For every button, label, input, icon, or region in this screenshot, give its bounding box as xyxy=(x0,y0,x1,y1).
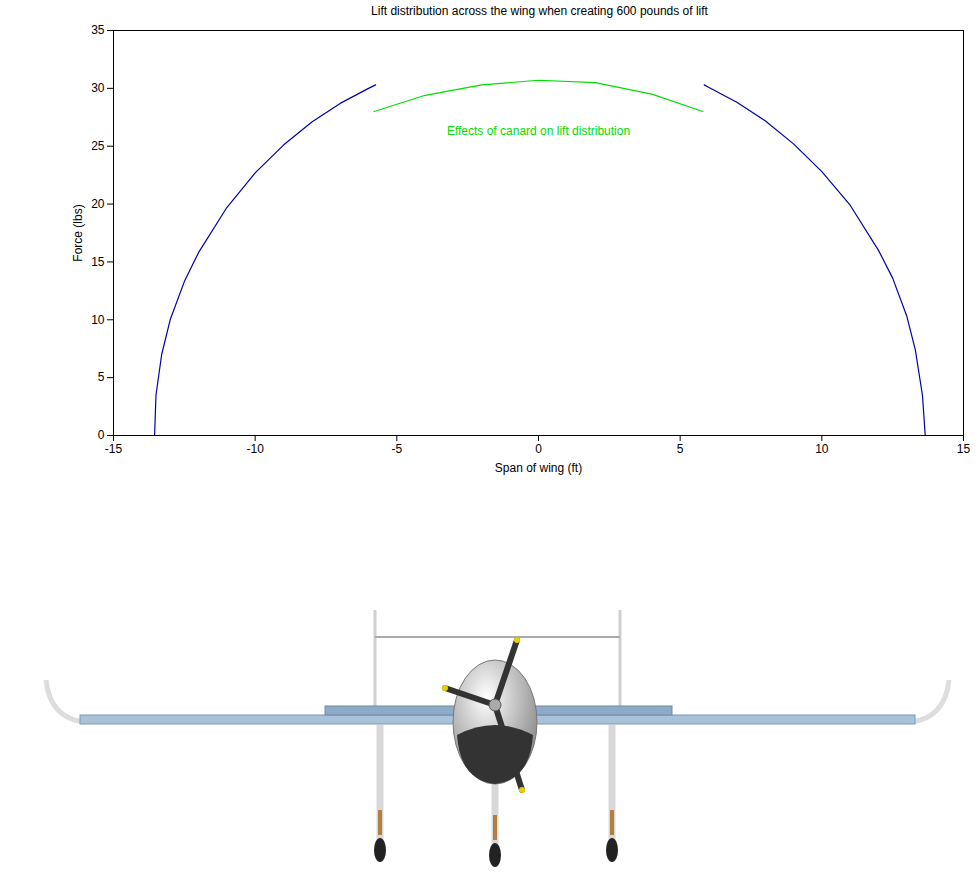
svg-text:-5: -5 xyxy=(391,442,402,456)
svg-text:Span of wing (ft): Span of wing (ft) xyxy=(495,461,582,475)
svg-text:20: 20 xyxy=(91,197,105,211)
svg-text:10: 10 xyxy=(815,442,829,456)
svg-text:0: 0 xyxy=(535,442,542,456)
svg-text:10: 10 xyxy=(91,313,105,327)
svg-text:25: 25 xyxy=(91,139,105,153)
svg-text:35: 35 xyxy=(91,23,105,37)
svg-text:5: 5 xyxy=(677,442,684,456)
svg-text:Effects of canard on lift dist: Effects of canard on lift distribution xyxy=(447,124,630,138)
svg-text:15: 15 xyxy=(91,255,105,269)
svg-text:15: 15 xyxy=(957,442,971,456)
svg-text:-15: -15 xyxy=(105,442,123,456)
html-text:Lift distribution across the w: Lift distribution across the wing when c… xyxy=(371,4,708,18)
svg-text:Force (lbs): Force (lbs) xyxy=(71,204,85,261)
svg-text:0: 0 xyxy=(98,428,105,442)
svg-text:5: 5 xyxy=(98,370,105,384)
svg-text:30: 30 xyxy=(91,81,105,95)
svg-text:-10: -10 xyxy=(246,442,264,456)
